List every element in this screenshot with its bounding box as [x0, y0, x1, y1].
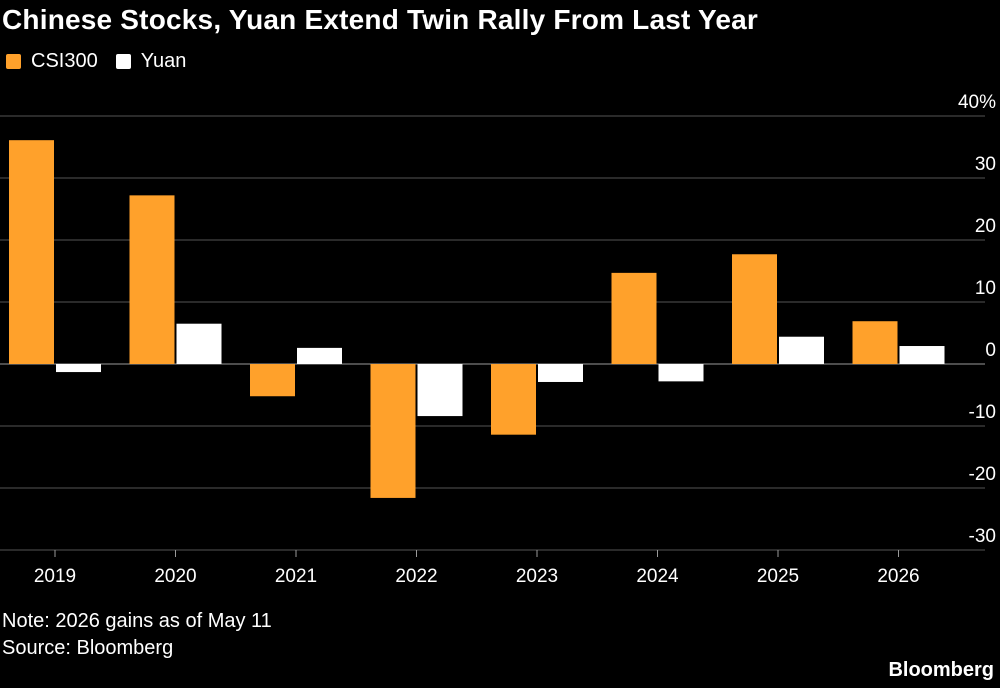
y-tick-label: 30: [975, 154, 996, 175]
chart-source: Source: Bloomberg: [2, 637, 174, 659]
y-tick-label: 10: [975, 278, 996, 299]
chart-note: Note: 2026 gains as of May 11: [2, 610, 272, 632]
bar-csi300-2026: [852, 321, 898, 364]
y-tick-label: 20: [975, 216, 996, 237]
x-tick-label: 2024: [636, 566, 679, 587]
bar-chart: 40% 30 20 10 0 -10 -20 -30 2019 2020 2021 2022 2023 2…: [0, 92, 996, 587]
bar-yuan-2025: [779, 336, 824, 364]
legend-swatch-yuan: [115, 54, 131, 69]
bar-yuan-2019: [56, 364, 101, 373]
bar-yuan-2021: [297, 347, 342, 364]
y-tick-label: 0: [985, 340, 996, 361]
x-tick-label: 2019: [34, 566, 76, 587]
bar-csi300-2025: [732, 254, 777, 364]
y-tick-label: 40%: [958, 92, 996, 113]
y-tick-label: -30: [969, 526, 996, 547]
legend-item-yuan: Yuan: [115, 50, 187, 73]
x-tick-label: 2023: [516, 566, 558, 587]
x-tick-label: 2020: [154, 566, 196, 587]
y-tick-label: -20: [969, 464, 996, 485]
x-tick-label: 2021: [275, 566, 317, 587]
chart-title: Chinese Stocks, Yuan Extend Twin Rally F…: [2, 4, 758, 35]
bar-yuan-2024: [658, 364, 704, 382]
bar-yuan-2022: [417, 364, 463, 417]
bar-yuan-2026: [899, 346, 945, 364]
legend: CSI300 Yuan: [6, 50, 186, 73]
bar-yuan-2020: [176, 323, 222, 364]
x-tick-label: 2025: [757, 566, 799, 587]
legend-swatch-csi300: [6, 54, 21, 69]
x-tick-label: 2022: [395, 566, 437, 587]
bar-csi300-2020: [129, 195, 175, 364]
bar-csi300-2021: [250, 364, 295, 397]
y-tick-label: -10: [969, 402, 996, 423]
x-tick-label: 2026: [877, 566, 919, 587]
bar-csi300-2022: [370, 364, 416, 498]
bar-yuan-2023: [538, 364, 583, 382]
legend-label-yuan: Yuan: [140, 50, 187, 72]
bar-csi300-2019: [9, 140, 54, 364]
bloomberg-logo: Bloomberg: [888, 659, 994, 681]
legend-item-csi300: CSI300: [6, 50, 98, 73]
bar-csi300-2023: [491, 364, 536, 435]
bar-csi300-2024: [611, 272, 657, 364]
legend-label-csi300: CSI300: [31, 50, 98, 72]
